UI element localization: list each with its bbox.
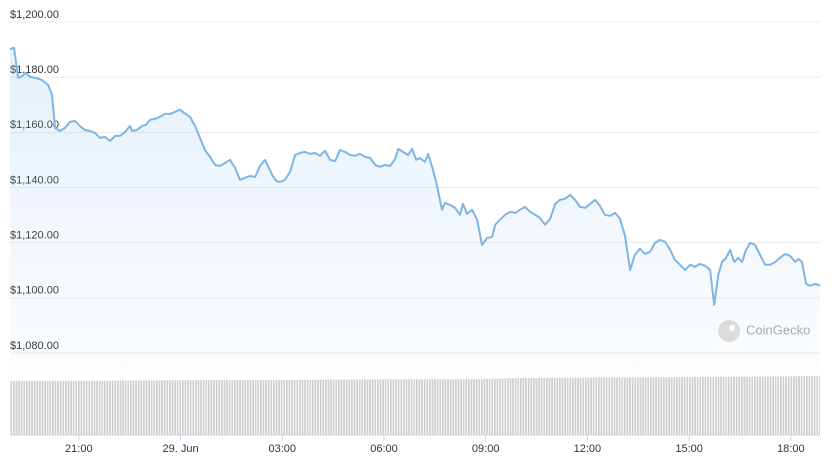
x-tick-label: 06:00	[370, 443, 398, 455]
watermark-logo	[718, 320, 740, 342]
price-line	[9, 46, 821, 306]
x-tick-label: 12:00	[574, 443, 602, 455]
watermark: CoinGecko	[718, 320, 810, 342]
x-tick-label: 18:00	[777, 443, 805, 455]
x-tick-label: 29. Jun	[162, 443, 198, 455]
y-tick-label: $1,200.00	[10, 9, 59, 21]
y-tick-label: $1,180.00	[10, 64, 59, 76]
price-area	[10, 47, 820, 376]
x-tick-label: 15:00	[675, 443, 703, 455]
volume-strip	[10, 376, 820, 435]
x-tick-label: 21:00	[65, 443, 93, 455]
watermark-text: CoinGecko	[746, 322, 810, 337]
x-tick-label: 09:00	[472, 443, 500, 455]
x-tick-label: 03:00	[268, 443, 296, 455]
watermark-logo-eye	[729, 325, 735, 331]
